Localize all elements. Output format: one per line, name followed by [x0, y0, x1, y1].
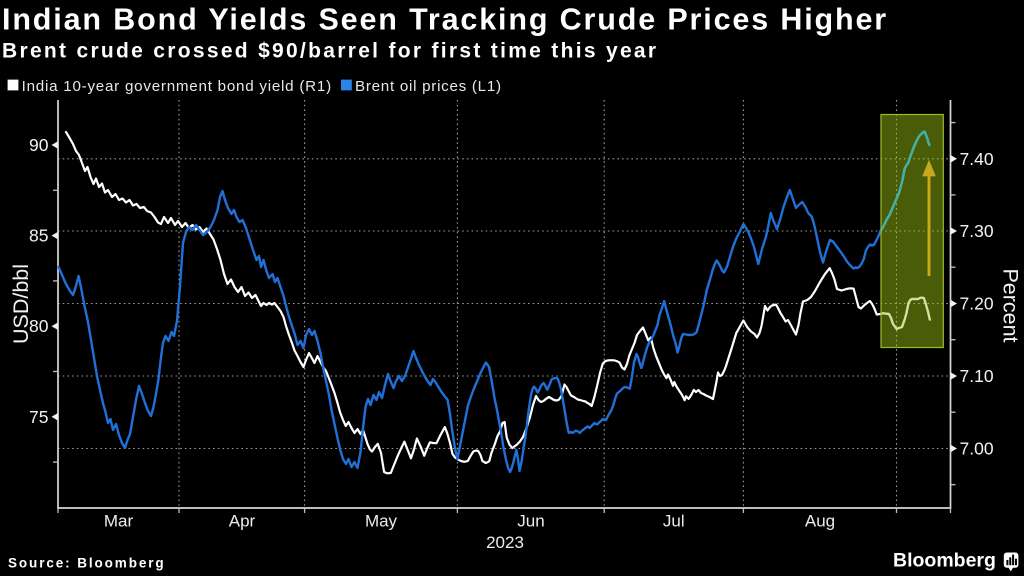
svg-text:Jul: Jul [663, 512, 685, 531]
svg-text:7.00: 7.00 [960, 439, 994, 459]
svg-text:Indian Bond Yields Seen Tracki: Indian Bond Yields Seen Tracking Crude P… [2, 3, 888, 37]
svg-text:85: 85 [29, 226, 48, 246]
svg-text:Aug: Aug [805, 512, 835, 531]
svg-text:Percent: Percent [999, 268, 1023, 342]
svg-text:Source: Bloomberg: Source: Bloomberg [8, 556, 166, 571]
svg-text:Jun: Jun [517, 512, 544, 531]
svg-text:7.20: 7.20 [960, 294, 994, 314]
svg-text:2023: 2023 [486, 533, 524, 552]
svg-text:80: 80 [29, 316, 49, 336]
svg-text:90: 90 [29, 135, 49, 155]
svg-text:India 10-year government bond: India 10-year government bond yield (R1) [22, 78, 332, 95]
svg-text:Brent oil prices (L1): Brent oil prices (L1) [355, 78, 502, 95]
svg-text:7.10: 7.10 [960, 366, 994, 386]
svg-text:75: 75 [29, 407, 48, 427]
svg-text:Bloomberg: Bloomberg [893, 550, 996, 572]
svg-text:May: May [365, 512, 398, 531]
svg-text:Mar: Mar [104, 512, 134, 531]
svg-text:7.30: 7.30 [960, 221, 994, 241]
svg-text:USD/bbl: USD/bbl [9, 264, 33, 344]
svg-text:Brent crude crossed $90/barrel: Brent crude crossed $90/barrel for first… [2, 40, 658, 63]
svg-text:Apr: Apr [229, 512, 256, 531]
svg-text:7.40: 7.40 [960, 149, 994, 169]
